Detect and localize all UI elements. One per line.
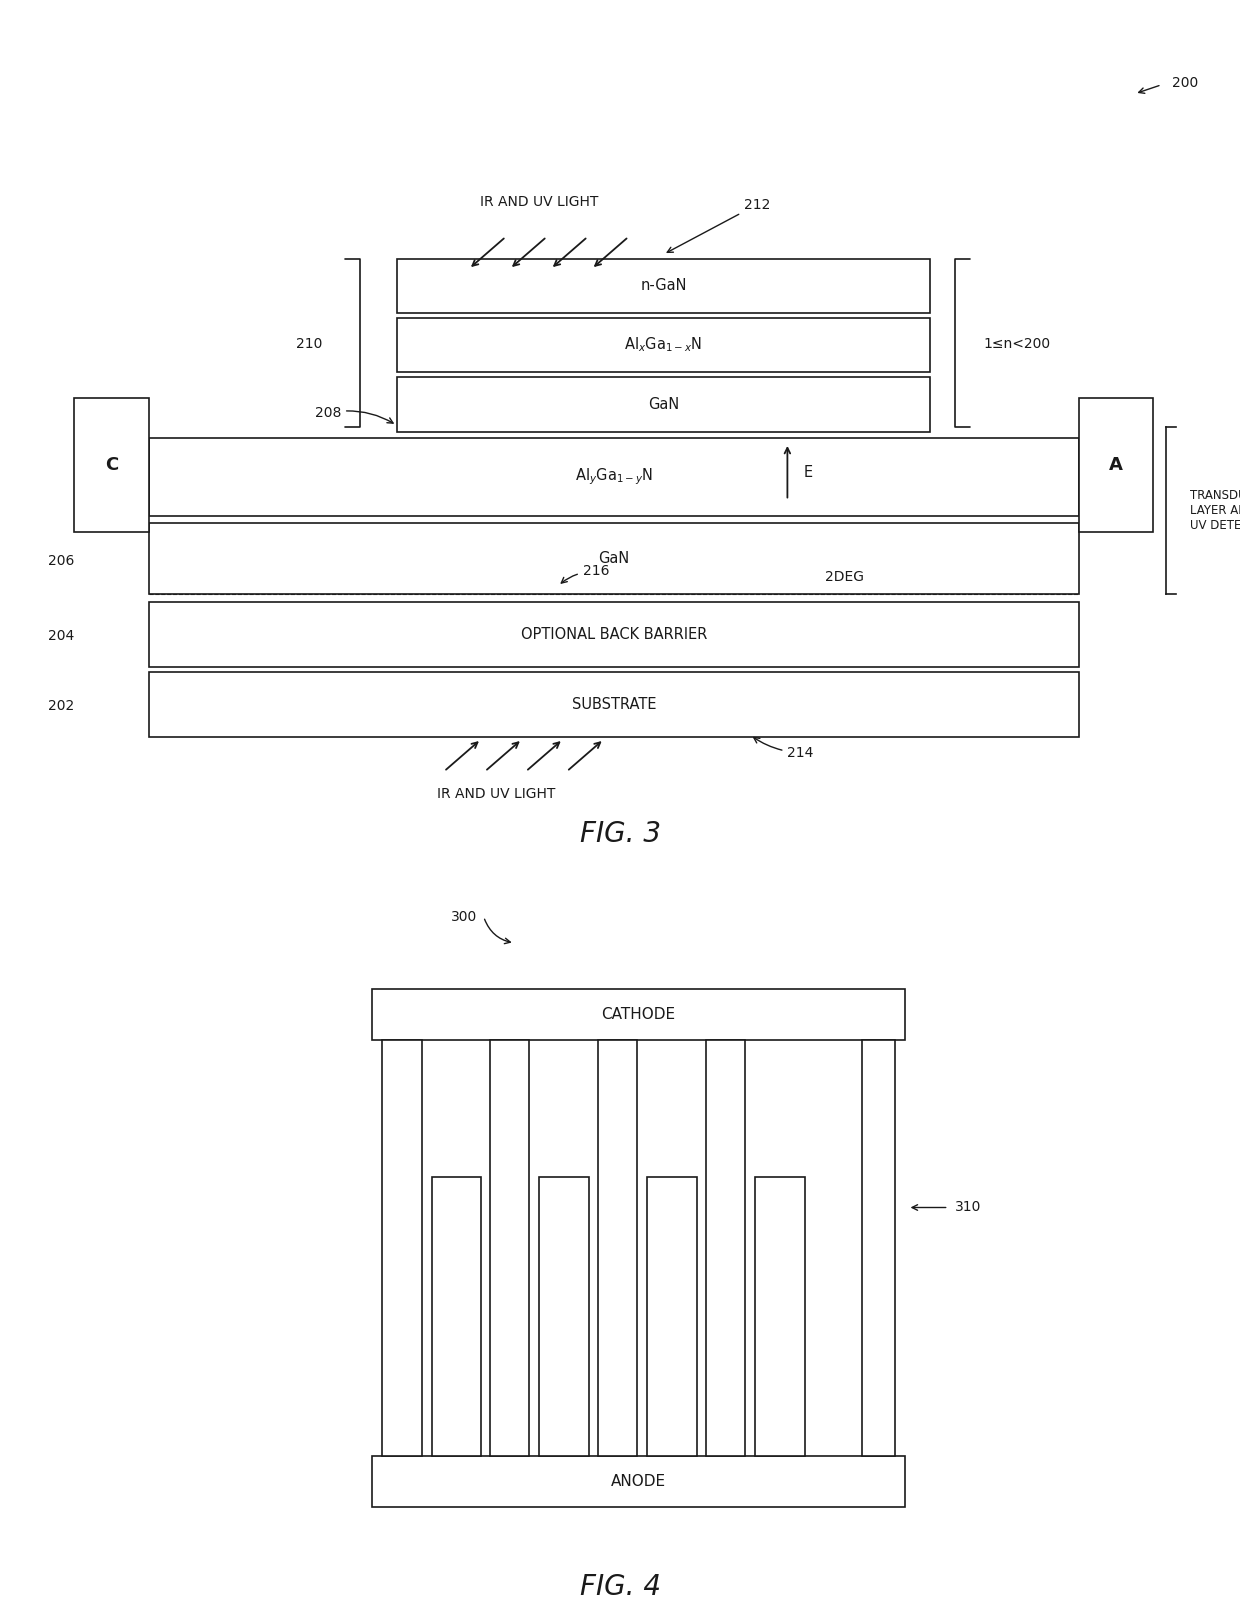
- Text: FIG. 3: FIG. 3: [579, 819, 661, 848]
- Bar: [539, 1176, 589, 1457]
- Text: SUBSTRATE: SUBSTRATE: [572, 697, 656, 713]
- Bar: [372, 1457, 905, 1507]
- Text: 2DEG: 2DEG: [825, 569, 863, 584]
- Bar: [490, 1040, 529, 1457]
- Text: Al$_y$Ga$_{1-y}$N: Al$_y$Ga$_{1-y}$N: [574, 466, 653, 487]
- Bar: [74, 398, 149, 532]
- Bar: [382, 1040, 422, 1457]
- Bar: [397, 258, 930, 313]
- Text: E: E: [804, 465, 812, 479]
- Bar: [598, 1040, 637, 1457]
- Text: IR AND UV LIGHT: IR AND UV LIGHT: [436, 787, 556, 802]
- Text: IR AND UV LIGHT: IR AND UV LIGHT: [480, 195, 599, 208]
- Text: 310: 310: [955, 1200, 981, 1215]
- Text: 204: 204: [48, 629, 74, 644]
- Bar: [647, 1176, 697, 1457]
- Bar: [1079, 398, 1153, 532]
- Text: 202: 202: [48, 698, 74, 713]
- Text: 206: 206: [48, 553, 74, 568]
- Text: 200: 200: [1172, 76, 1198, 90]
- Text: OPTIONAL BACK BARRIER: OPTIONAL BACK BARRIER: [521, 627, 707, 642]
- Text: 212: 212: [667, 197, 770, 252]
- Bar: [149, 437, 1079, 516]
- Text: 216: 216: [562, 565, 609, 582]
- Bar: [397, 377, 930, 432]
- Text: A: A: [1109, 456, 1123, 474]
- Bar: [149, 602, 1079, 668]
- Text: FIG. 4: FIG. 4: [579, 1573, 661, 1600]
- Bar: [706, 1040, 745, 1457]
- Text: 208: 208: [315, 406, 393, 423]
- Text: GaN: GaN: [647, 397, 680, 411]
- Text: C: C: [105, 456, 118, 474]
- Text: ANODE: ANODE: [611, 1474, 666, 1489]
- Text: CATHODE: CATHODE: [601, 1007, 676, 1023]
- Bar: [755, 1176, 805, 1457]
- Bar: [149, 673, 1079, 737]
- Text: 1≤n<200: 1≤n<200: [983, 337, 1050, 352]
- Bar: [397, 318, 930, 373]
- Bar: [372, 989, 905, 1040]
- Text: n-GaN: n-GaN: [640, 277, 687, 294]
- Text: GaN: GaN: [598, 552, 630, 566]
- Bar: [149, 523, 1079, 594]
- Bar: [862, 1040, 895, 1457]
- Text: 210: 210: [296, 337, 322, 352]
- Text: Al$_x$Ga$_{1-x}$N: Al$_x$Ga$_{1-x}$N: [624, 336, 703, 355]
- Text: TRANSDUCER
LAYER AND
UV DETECTOR: TRANSDUCER LAYER AND UV DETECTOR: [1190, 489, 1240, 532]
- Bar: [432, 1176, 481, 1457]
- Text: 214: 214: [754, 737, 813, 760]
- Text: 300: 300: [451, 910, 477, 924]
